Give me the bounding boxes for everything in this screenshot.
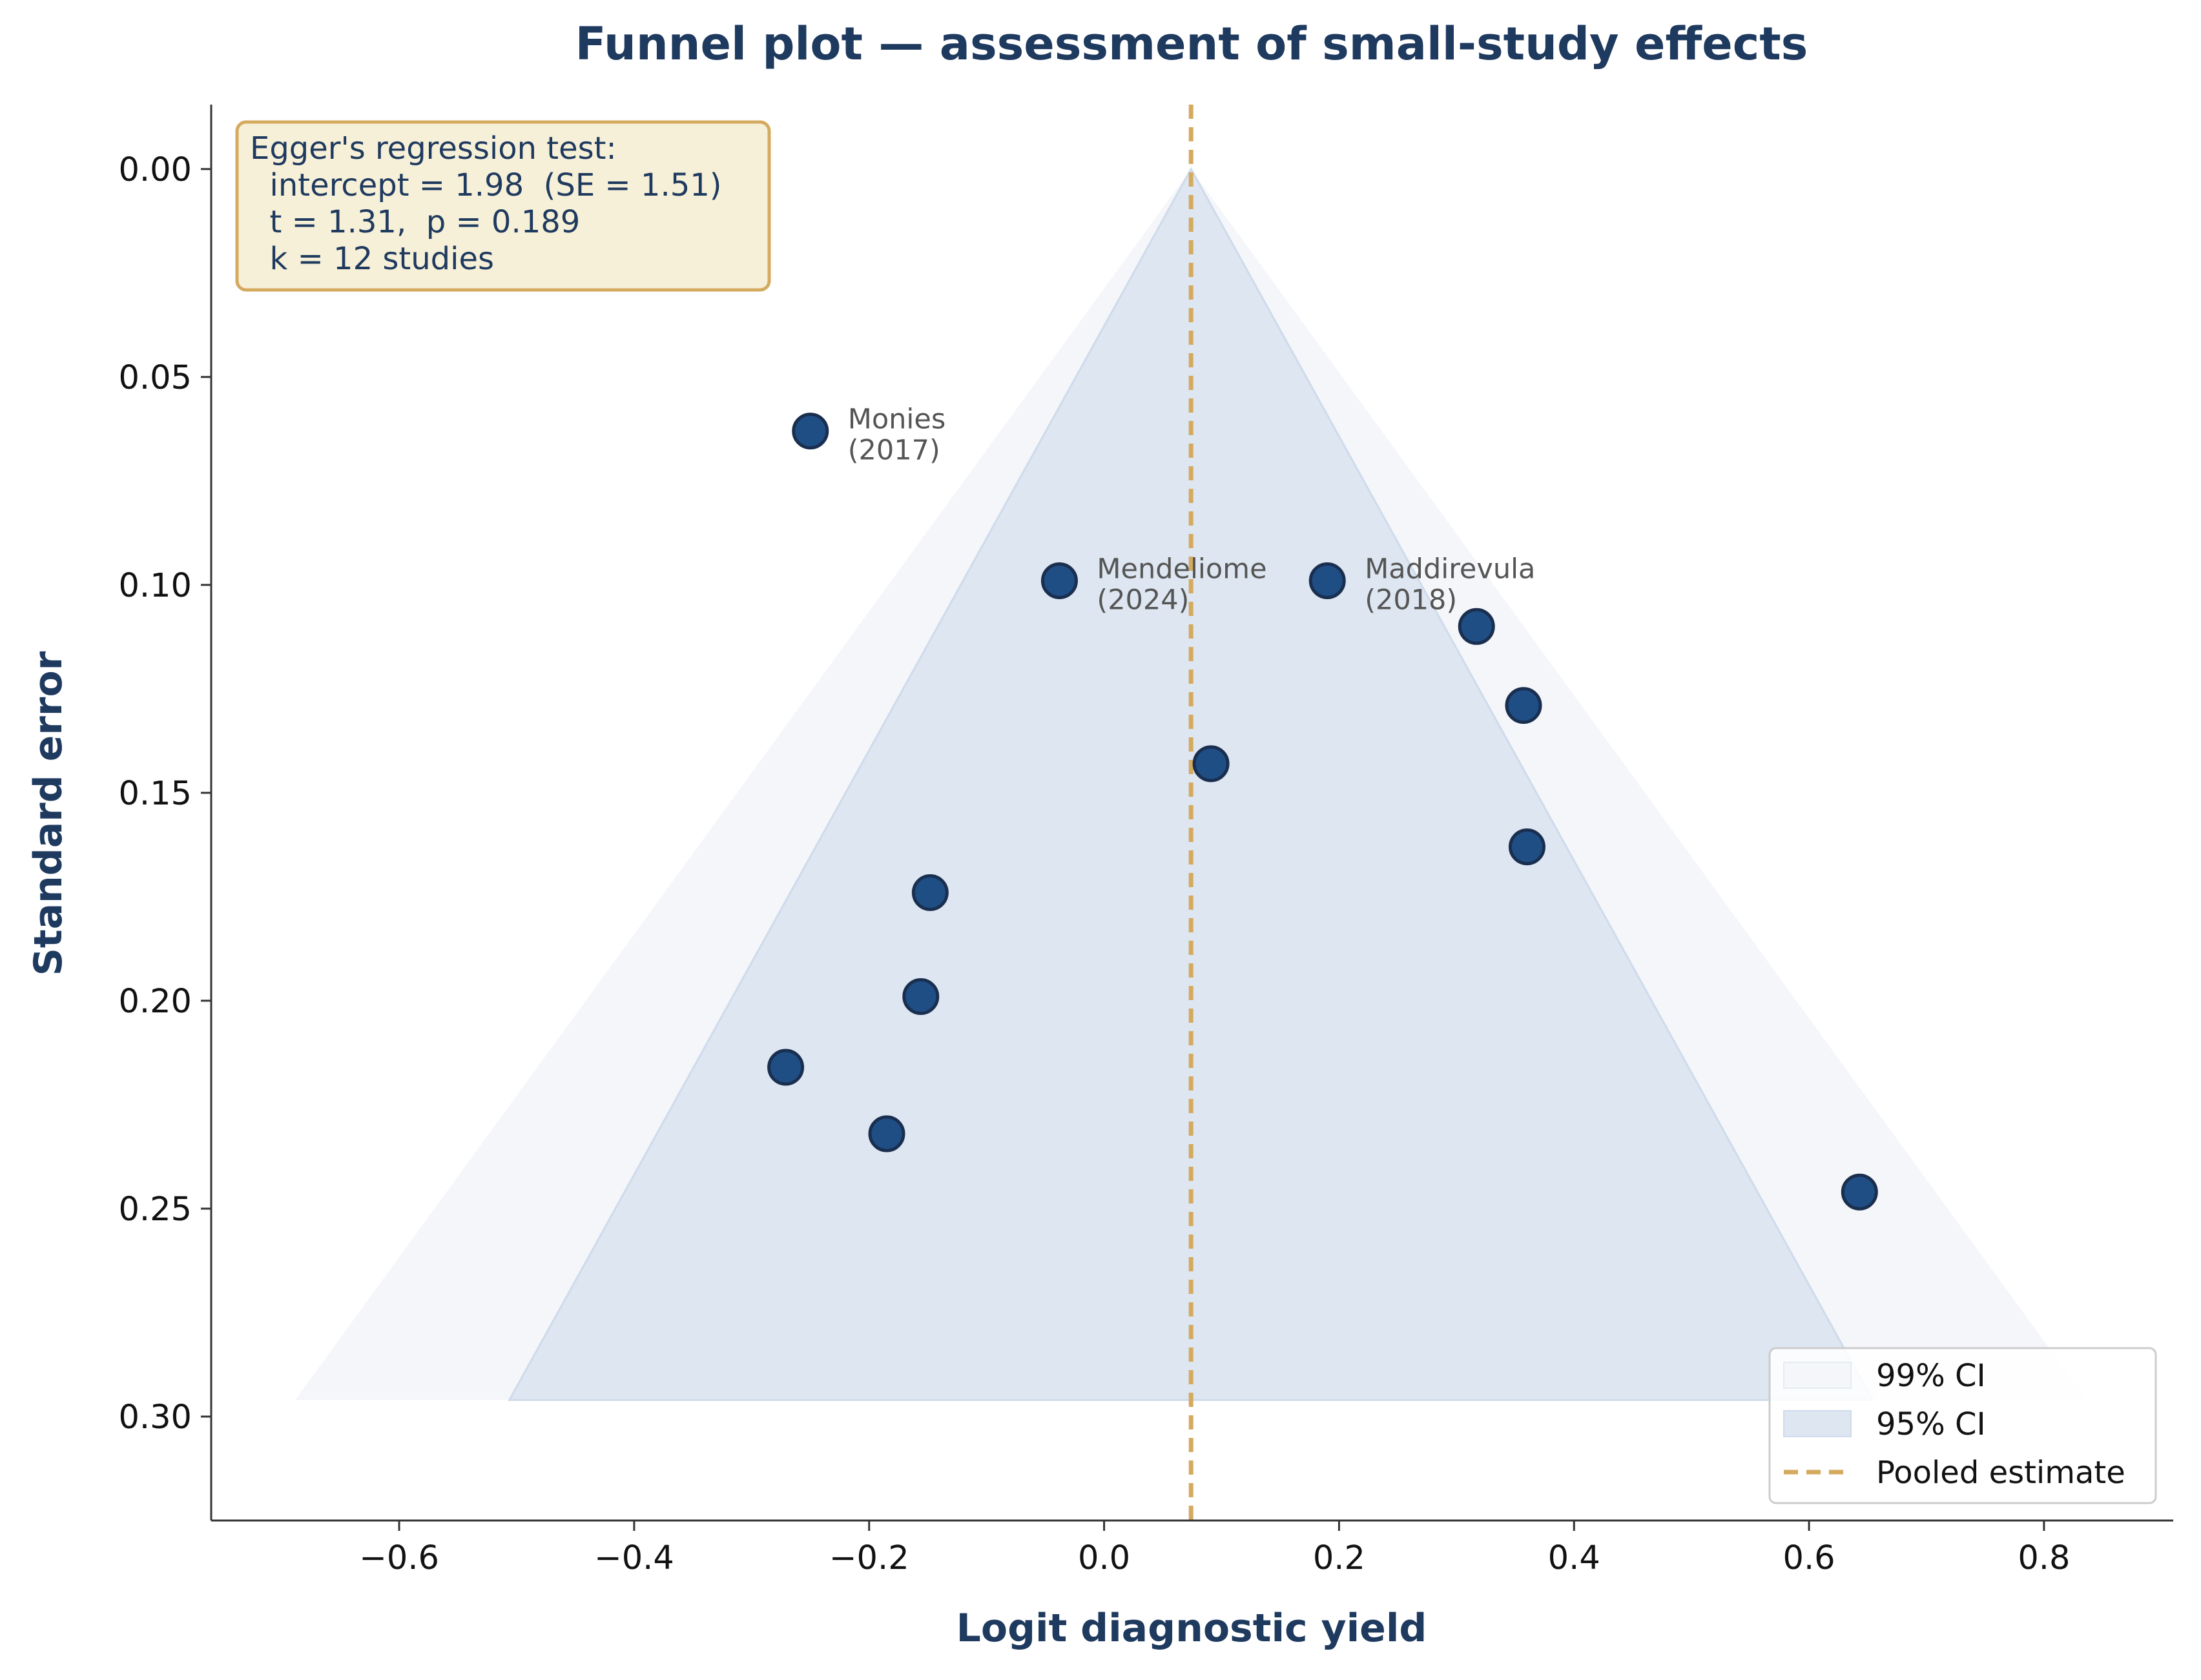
x-tick-label: 0.6 [1783,1539,1835,1577]
x-tick-label: 0.0 [1078,1539,1130,1577]
egger-test-line: t = 1.31, p = 0.189 [250,204,580,240]
egger-test-box [235,120,771,292]
chart-title: Funnel plot — assessment of small-study … [575,17,1808,70]
plot-area: −0.6 −0.4 −0.2 0.0 0.2 0.4 0.6 0.8 0.00 0.05 0.10 0… [118,105,2173,1577]
y-tick-label: 0.30 [118,1398,192,1437]
legend-box [1768,1347,2157,1504]
x-tick-label: −0.4 [594,1539,674,1577]
y-axis-label: Standard error [26,651,71,976]
x-tick-label: 0.2 [1313,1539,1365,1577]
study-label-year: (2018) [1365,584,1457,616]
y-tick-label: 0.20 [118,983,192,1021]
legend-swatch [1783,1362,1852,1389]
y-tick-label: 0.10 [118,567,192,605]
y-tick-label: 0.25 [118,1191,192,1229]
y-tick-label: 0.00 [118,151,192,189]
egger-test-line: intercept = 1.98 (SE = 1.51) [250,167,722,203]
study-label: Mendeliome [1097,553,1266,585]
egger-test-line: k = 12 studies [250,241,494,277]
study-point [1040,562,1078,599]
legend-entry: 99% CI [1876,1358,1986,1394]
legend-swatch [1783,1410,1852,1437]
y-tick-label: 0.15 [118,775,192,813]
x-tick-label: −0.6 [359,1539,439,1577]
study-point [1505,687,1542,724]
study-point [902,978,940,1015]
study-point [767,1049,805,1086]
x-tick-label: 0.4 [1548,1539,1600,1577]
study-point [1841,1173,1878,1211]
study-point [1192,745,1230,783]
y-tick-label: 0.05 [118,359,192,397]
study-point [911,874,949,911]
study-point [868,1115,905,1152]
study-point [1508,828,1545,866]
study-point [1458,608,1495,645]
study-label: Monies [848,404,946,436]
x-tick-label: 0.8 [2018,1539,2070,1577]
legend-entry: 95% CI [1876,1406,1986,1442]
egger-test-line: Egger's regression test: [250,130,617,167]
study-label-year: (2017) [848,435,940,467]
study-point [1308,562,1346,599]
legend-entry: Pooled estimate [1876,1455,2125,1491]
study-point [792,413,829,450]
study-label-year: (2024) [1097,584,1189,616]
study-label: Maddirevula [1365,553,1535,585]
x-axis-label: Logit diagnostic yield [956,1606,1427,1651]
x-tick-label: −0.2 [829,1539,909,1577]
